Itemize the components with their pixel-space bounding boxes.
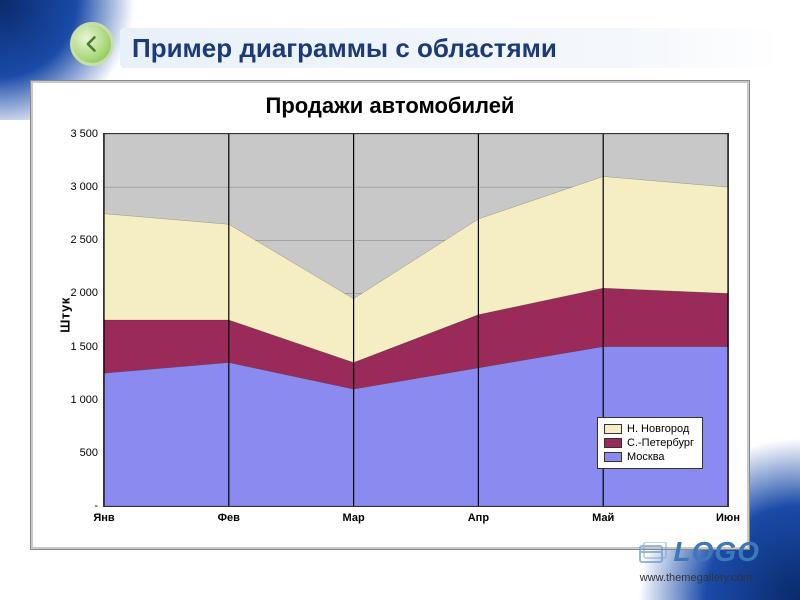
chart-y-tick: 2 500 (70, 234, 104, 246)
chart-y-tick: 3 500 (70, 128, 104, 140)
legend-label: Москва (627, 451, 665, 463)
chart-x-tick: Фев (218, 506, 240, 524)
chart-x-tick: Июн (716, 506, 740, 524)
nav-back-button[interactable] (70, 22, 114, 66)
chart-plot-wrap: Н. НовгородС.-ПетербургМосква -5001 0001… (103, 133, 729, 507)
chart-y-tick: 500 (80, 447, 104, 459)
chart-y-tick: 1 500 (70, 341, 104, 353)
footer-url: www.themegallery.com (640, 572, 752, 584)
chart-legend: Н. Новгород С.-Петербург Москва (597, 417, 703, 469)
chevron-left-icon (82, 34, 102, 54)
chart-y-tick: 2 000 (70, 287, 104, 299)
chart-x-tick: Мар (343, 506, 365, 524)
chart-container: Продажи автомобилей Штук Н. Новгород С.-П… (30, 80, 750, 550)
slide-title: Пример диаграммы с областями (132, 33, 557, 64)
legend-label: Н. Новгород (627, 423, 689, 435)
chart-y-tick: 1 000 (70, 394, 104, 406)
chart-legend-item: Москва (604, 450, 694, 464)
chart-legend-item: С.-Петербург (604, 436, 694, 450)
slide-title-bar: Пример диаграммы с областями (120, 28, 780, 68)
legend-swatch (604, 438, 622, 448)
logo-icon (638, 542, 668, 566)
chart-x-tick: Май (592, 506, 614, 524)
legend-label: С.-Петербург (627, 437, 694, 449)
chart-title: Продажи автомобилей (33, 83, 747, 125)
chart-legend-item: Н. Новгород (604, 422, 694, 436)
chart-x-tick: Апр (468, 506, 489, 524)
legend-swatch (604, 452, 622, 462)
legend-swatch (604, 424, 622, 434)
chart-x-tick: Янв (93, 506, 114, 524)
chart-plot-area: Н. НовгородС.-ПетербургМосква -5001 0001… (103, 133, 729, 507)
chart-y-tick: 3 000 (70, 181, 104, 193)
chart-y-axis-label: Штук (57, 297, 72, 333)
logo-text: LOGO (674, 536, 760, 568)
